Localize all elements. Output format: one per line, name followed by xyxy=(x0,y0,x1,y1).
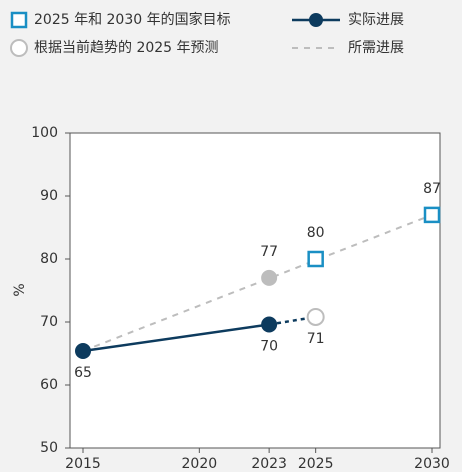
legend-label: 2025 年和 2030 年的国家目标 xyxy=(34,11,231,28)
x-tick-label: 2015 xyxy=(65,456,101,472)
data-label: 65 xyxy=(74,365,92,381)
data-label: 87 xyxy=(423,181,441,197)
target-marker xyxy=(307,250,324,268)
y-tick-label: 100 xyxy=(31,125,58,141)
series-line xyxy=(82,213,433,352)
x-tick-label: 2020 xyxy=(182,456,218,472)
data-label: 71 xyxy=(307,331,325,347)
y-tick-label: 80 xyxy=(40,251,58,267)
x-tick-label: 2023 xyxy=(251,456,287,472)
y-tick-label: 70 xyxy=(40,314,58,330)
projection-marker xyxy=(306,307,325,326)
legend-marker xyxy=(10,39,28,57)
legend-marker xyxy=(10,11,28,29)
target-marker xyxy=(423,206,441,224)
x-tick-label: 2025 xyxy=(298,456,334,472)
legend-marker xyxy=(309,13,323,27)
point-marker xyxy=(261,316,278,333)
plot-area xyxy=(69,132,441,449)
y-tick-label: 60 xyxy=(40,377,58,393)
y-axis-label: % xyxy=(12,283,28,296)
data-label: 80 xyxy=(307,225,325,241)
series-line xyxy=(82,323,270,353)
data-label: 77 xyxy=(260,244,278,260)
y-tick-label: 50 xyxy=(40,440,58,456)
milestone-marker xyxy=(261,269,278,286)
legend-label: 所需进展 xyxy=(348,40,404,56)
point-marker xyxy=(75,342,91,359)
data-label: 70 xyxy=(260,339,278,355)
y-tick-label: 90 xyxy=(40,188,58,204)
legend-label: 实际进展 xyxy=(348,12,404,28)
x-tick-label: 2030 xyxy=(414,456,450,472)
legend-label: 根据当前趋势的 2025 年预测 xyxy=(34,39,219,56)
